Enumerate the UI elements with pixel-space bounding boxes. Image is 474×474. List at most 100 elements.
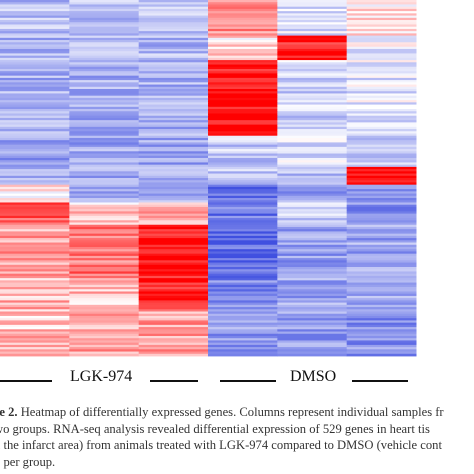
heatmap-cell: [0, 144, 70, 148]
heatmap-cell: [346, 271, 417, 275]
heatmap-cell: [69, 302, 140, 306]
heatmap-cell: [69, 162, 140, 166]
heatmap-cell: [208, 184, 278, 188]
heatmap-cell: [138, 224, 209, 228]
heatmap-cell: [138, 115, 209, 119]
heatmap-cell: [0, 60, 70, 63]
heatmap-cell: [346, 111, 417, 114]
heatmap-cell: [0, 293, 70, 297]
heatmap-cell: [138, 13, 209, 16]
heatmap-cell: [69, 44, 140, 48]
heatmap-cell: [346, 62, 417, 65]
heatmap-cell: [0, 215, 70, 219]
heatmap-cell: [69, 71, 140, 74]
heatmap-cell: [138, 244, 209, 248]
heatmap-cell: [346, 329, 417, 332]
heatmap-cell: [69, 231, 140, 235]
heatmap-cell: [277, 244, 348, 248]
heatmap-cell: [346, 35, 417, 39]
heatmap-cell: [346, 146, 417, 150]
heatmap-cell: [277, 218, 348, 221]
heatmap-cell: [138, 238, 209, 241]
heatmap-cell: [138, 246, 209, 250]
heatmap-cell: [0, 120, 70, 123]
heatmap-cell: [138, 137, 209, 141]
heatmap-cell: [138, 287, 209, 290]
heatmap-cell: [208, 220, 278, 223]
heatmap-cell: [346, 4, 417, 8]
heatmap-cell: [277, 215, 348, 219]
heatmap-cell: [0, 109, 70, 112]
heatmap-cell: [208, 117, 278, 121]
heatmap-cell: [277, 40, 348, 43]
heatmap-cell: [208, 353, 278, 357]
heatmap-cell: [138, 35, 209, 39]
heatmap-cell: [346, 68, 417, 72]
heatmap-cell: [208, 4, 278, 8]
heatmap-cell: [277, 73, 348, 77]
heatmap-cell: [277, 335, 348, 339]
heatmap-cell: [346, 313, 417, 317]
heatmap-cell: [277, 37, 348, 41]
heatmap-cell: [0, 320, 70, 324]
heatmap-cell: [208, 244, 278, 248]
heatmap-cell: [208, 89, 278, 92]
heatmap-cell: [277, 160, 348, 163]
heatmap-cell: [208, 0, 278, 3]
heatmap-cell: [346, 340, 417, 344]
heatmap-cell: [69, 155, 140, 159]
heatmap-cell: [69, 204, 140, 208]
heatmap-cell: [0, 291, 70, 295]
heatmap-cell: [277, 322, 348, 326]
heatmap-cell: [346, 222, 417, 226]
heatmap-cell: [0, 48, 70, 52]
heatmap-cell: [0, 353, 70, 357]
heatmap-cell: [138, 200, 209, 203]
heatmap-cell: [69, 146, 140, 150]
heatmap-cell: [69, 42, 140, 45]
heatmap-cell: [208, 322, 278, 326]
heatmap-cell: [208, 37, 278, 41]
heatmap-cell: [0, 324, 70, 328]
heatmap-cell: [138, 327, 209, 330]
heatmap-cell: [208, 97, 278, 101]
heatmap-cell: [138, 226, 209, 230]
heatmap-cell: [0, 198, 70, 201]
heatmap-cell: [277, 298, 348, 301]
heatmap-cell: [208, 35, 278, 39]
heatmap-cell: [0, 13, 70, 16]
heatmap-cell: [0, 75, 70, 79]
heatmap-cell: [69, 242, 140, 246]
heatmap-cell: [69, 249, 140, 252]
heatmap-cell: [69, 264, 140, 268]
heatmap-cell: [277, 57, 348, 61]
heatmap-cell: [346, 0, 417, 3]
heatmap-cell: [208, 106, 278, 110]
heatmap-cell: [208, 157, 278, 161]
heatmap-cell: [138, 342, 209, 346]
heatmap-cell: [69, 295, 140, 299]
heatmap-cell: [138, 133, 209, 137]
heatmap-cell: [208, 309, 278, 312]
heatmap-cell: [0, 95, 70, 99]
heatmap-cell: [138, 344, 209, 348]
heatmap-cell: [346, 242, 417, 246]
heatmap-cell: [0, 318, 70, 321]
heatmap-cell: [277, 55, 348, 59]
heatmap-cell: [69, 133, 140, 137]
heatmap-cell: [0, 235, 70, 239]
heatmap-cell: [0, 33, 70, 37]
heatmap-cell: [69, 62, 140, 65]
heatmap-cell: [138, 204, 209, 208]
heatmap-cell: [69, 251, 140, 255]
heatmap-cell: [69, 218, 140, 221]
heatmap-cell: [69, 186, 140, 190]
heatmap-cell: [69, 235, 140, 239]
heatmap-cell: [208, 166, 278, 170]
heatmap-cell: [277, 113, 348, 117]
heatmap-cell: [138, 80, 209, 83]
heatmap-cell: [277, 20, 348, 23]
heatmap-cell: [138, 171, 209, 174]
heatmap-cell: [208, 246, 278, 250]
heatmap-cell: [138, 309, 209, 312]
